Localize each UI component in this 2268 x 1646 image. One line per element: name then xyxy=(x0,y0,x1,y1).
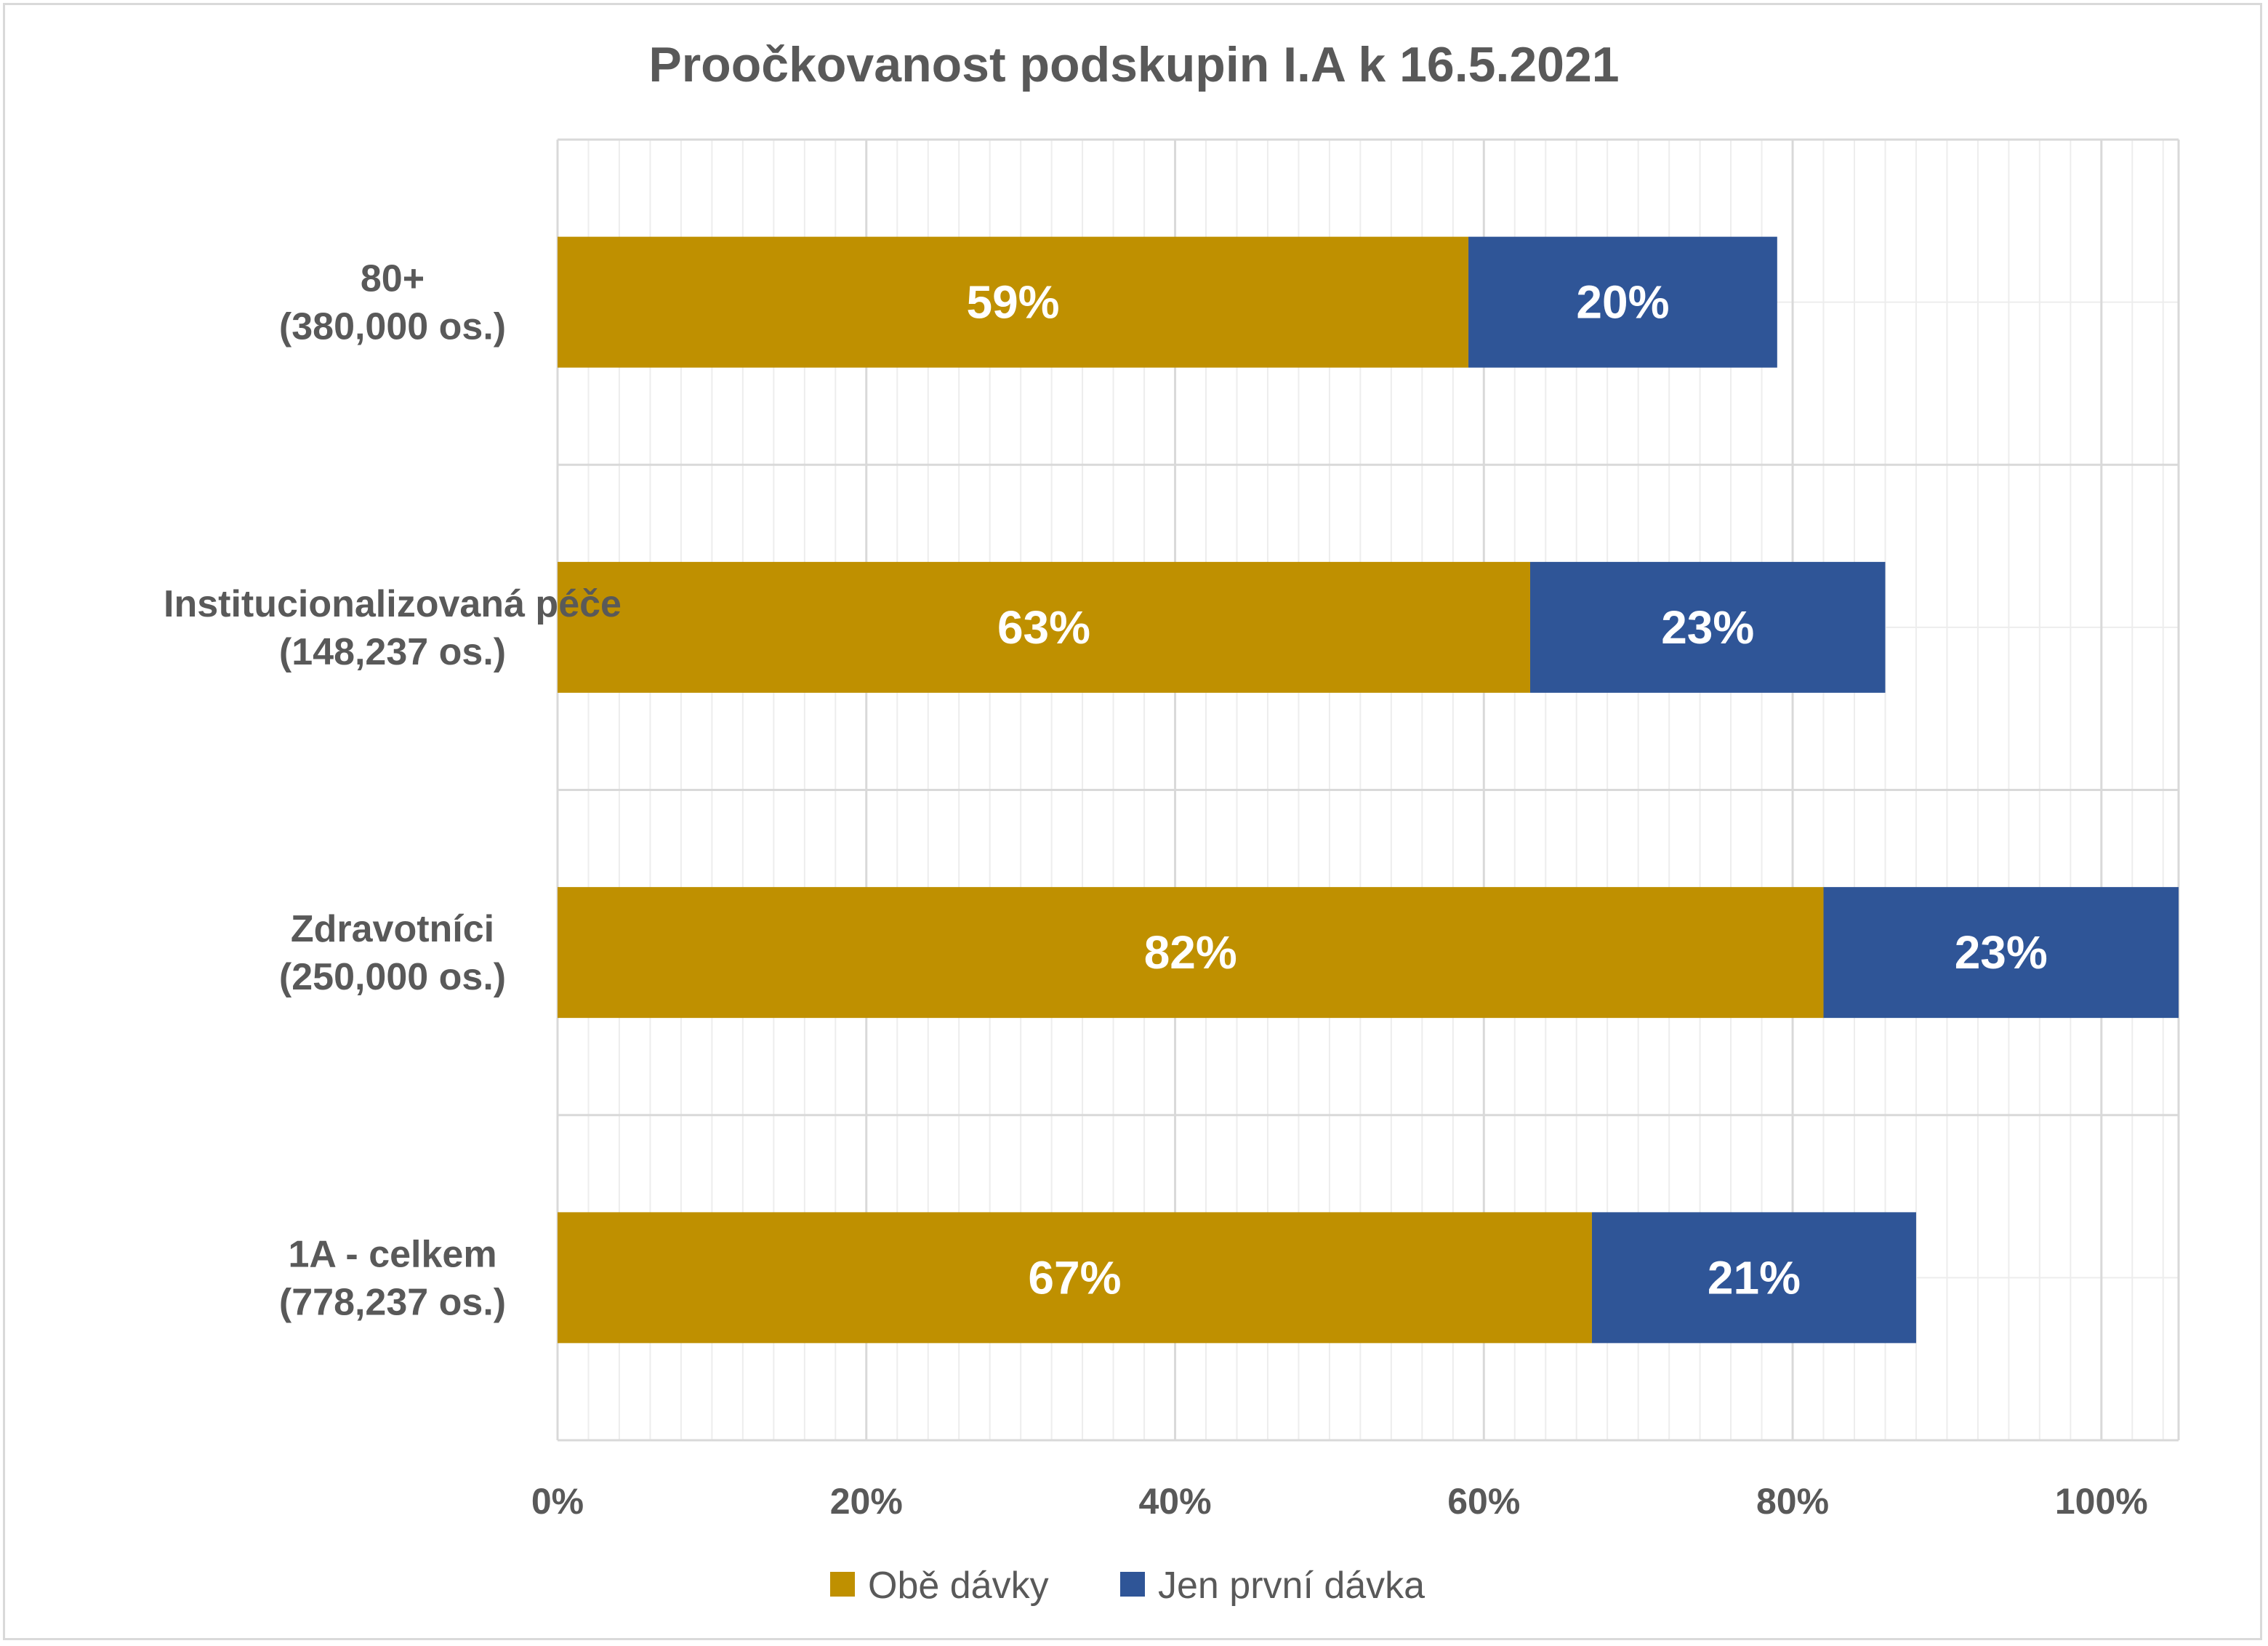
legend-swatch-jen-prvni-davka xyxy=(1120,1572,1145,1597)
data-label: 59% xyxy=(966,276,1059,329)
bar-obe-davky xyxy=(558,887,1824,1019)
legend: Obě dávky Jen první dávka xyxy=(830,1565,1425,1607)
category-label: 80+ xyxy=(361,258,425,300)
data-label: 21% xyxy=(1708,1251,1801,1304)
x-tick-label: 20% xyxy=(830,1481,903,1522)
category-label: (148,237 os.) xyxy=(279,631,506,673)
data-label: 20% xyxy=(1576,276,1669,329)
bar-jen-prvni-davka xyxy=(1591,1212,1916,1344)
category-labels: 80+ (380,000 os.) Institucionalizovaná péč… xyxy=(164,258,622,1324)
category-label: (250,000 os.) xyxy=(279,956,506,998)
category-label: (778,237 os.) xyxy=(279,1281,506,1323)
bar-obe-davky xyxy=(558,236,1469,368)
category-label: Zdravotníci xyxy=(291,908,494,950)
x-tick-label: 0% xyxy=(531,1481,584,1522)
bar-jen-prvni-davka xyxy=(1468,236,1777,368)
legend-label: Obě dávky xyxy=(868,1565,1049,1607)
legend-label: Jen první dávka xyxy=(1158,1565,1425,1607)
data-label: 67% xyxy=(1028,1251,1121,1304)
category-label: Institucionalizovaná péče xyxy=(164,583,622,625)
x-tick-label: 80% xyxy=(1756,1481,1829,1522)
legend-swatch-obe-davky xyxy=(830,1572,855,1597)
bar-obe-davky xyxy=(558,1212,1592,1344)
data-label: 23% xyxy=(1661,601,1754,654)
category-label: 1A - celkem xyxy=(288,1233,496,1275)
category-label: (380,000 os.) xyxy=(279,306,506,348)
x-tick-label: 40% xyxy=(1138,1481,1211,1522)
bar-obe-davky xyxy=(558,561,1530,693)
x-tick-labels: 0% 20% 40% 60% 80% 100% xyxy=(531,1481,2148,1522)
data-label: 23% xyxy=(1955,926,2048,979)
data-label: 82% xyxy=(1144,926,1237,979)
x-tick-label: 100% xyxy=(2055,1481,2148,1522)
bars: 59% 20% 63% 23% 82% 23% 67% 21% xyxy=(558,236,2179,1344)
chart-title: Proočkovanost podskupin I.A k 16.5.2021 xyxy=(648,37,1619,92)
bar-jen-prvni-davka xyxy=(1530,561,1886,693)
data-label: 63% xyxy=(997,601,1090,654)
bar-jen-prvni-davka xyxy=(1823,887,2179,1019)
x-tick-label: 60% xyxy=(1447,1481,1520,1522)
